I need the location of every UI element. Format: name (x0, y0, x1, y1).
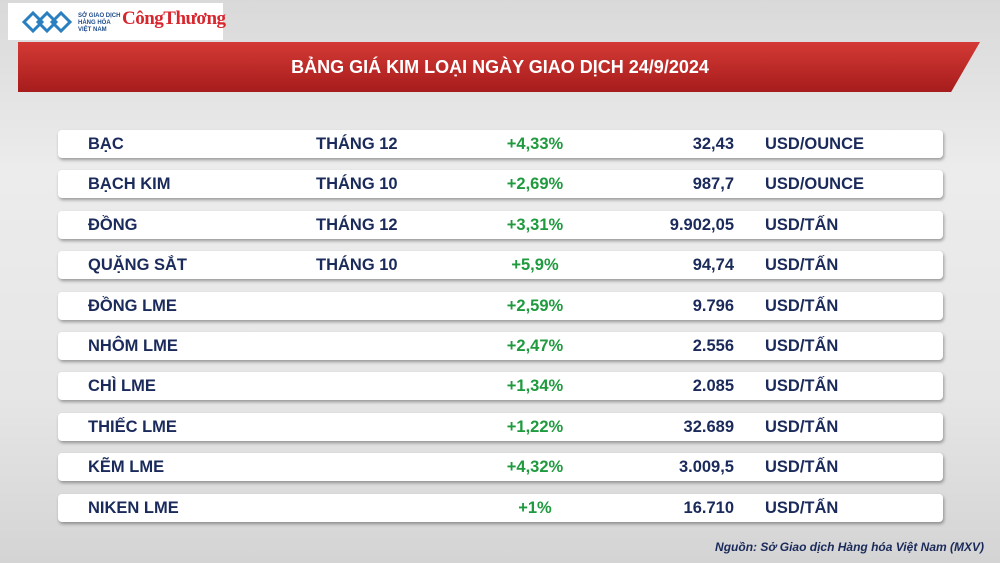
metal-name: ĐỒNG LME (88, 296, 177, 315)
row-bg (58, 332, 943, 360)
org-line: SỞ GIAO DỊCH (78, 13, 121, 19)
price: 2.085 (692, 377, 734, 396)
price: 3.009,5 (678, 458, 734, 477)
price: 9.796 (692, 296, 734, 315)
change: +3,31% (506, 215, 564, 234)
change: +4,33% (506, 135, 564, 153)
row-bg (58, 210, 943, 239)
price: 2.556 (692, 337, 734, 355)
change: +2,47% (506, 337, 564, 355)
change: +1,34% (506, 377, 564, 396)
unit: USD/OUNCE (765, 175, 865, 194)
org-line: VIỆT NAM (78, 27, 107, 33)
row-bg (58, 412, 943, 441)
change: +2,59% (506, 296, 564, 315)
metal-name: THIẾC LME (88, 417, 177, 436)
change: +4,32% (506, 458, 564, 477)
org-line: HÀNG HÓA (78, 20, 111, 26)
unit: USD/TẤN (765, 458, 839, 477)
row-bg (58, 291, 943, 320)
unit: USD/TẤN (765, 296, 839, 315)
change: +5,9% (511, 256, 559, 275)
unit: USD/OUNCE (765, 135, 865, 153)
unit: USD/TẤN (765, 337, 839, 355)
row-bg (58, 130, 943, 158)
metal-name: BẠCH KIM (88, 175, 171, 194)
change: +1,22% (506, 417, 564, 436)
price: 32.689 (683, 417, 734, 436)
source: Nguồn: Sở Giao dịch Hàng hóa Việt Nam (M… (715, 540, 984, 554)
unit: USD/TẤN (765, 377, 839, 396)
unit: USD/TẤN (765, 417, 839, 436)
contract-month: THÁNG 12 (316, 215, 398, 234)
row-bg (58, 493, 943, 522)
unit: USD/TẤN (765, 256, 839, 275)
title-banner (18, 42, 980, 92)
change: +1% (518, 498, 552, 517)
contract-month: THÁNG 10 (316, 175, 398, 194)
brand: CôngThương (122, 8, 226, 29)
logo-icon (22, 11, 72, 33)
metal-name: KẼM LME (88, 458, 165, 477)
unit: USD/TẤN (765, 498, 839, 517)
price: 16.710 (683, 498, 734, 517)
logo-box: SỞ GIAO DỊCH HÀNG HÓA VIỆT NAM (8, 3, 223, 40)
price: 987,7 (692, 175, 734, 194)
metal-name: QUẶNG SẮT (88, 256, 187, 275)
metal-name: CHÌ LME (88, 377, 156, 396)
price: 32,43 (692, 135, 734, 153)
metal-name: BẠC (88, 135, 124, 153)
price: 9.902,05 (669, 215, 734, 234)
contract-month: THÁNG 10 (316, 256, 398, 275)
row-bg (58, 453, 943, 482)
metal-name: ĐỒNG (88, 215, 138, 234)
row-bg (58, 170, 943, 199)
price: 94,74 (692, 256, 734, 275)
metal-name: NHÔM LME (88, 337, 178, 355)
title: BẢNG GIÁ KIM LOẠI NGÀY GIAO DỊCH 24/9/20… (291, 57, 709, 77)
contract-month: THÁNG 12 (316, 135, 398, 153)
row-bg (58, 372, 943, 401)
row-bg (58, 251, 943, 280)
unit: USD/TẤN (765, 215, 839, 234)
metal-name: NIKEN LME (88, 498, 179, 517)
org-name: SỞ GIAO DỊCH HÀNG HÓA VIỆT NAM (78, 13, 120, 34)
change: +2,69% (506, 175, 564, 194)
